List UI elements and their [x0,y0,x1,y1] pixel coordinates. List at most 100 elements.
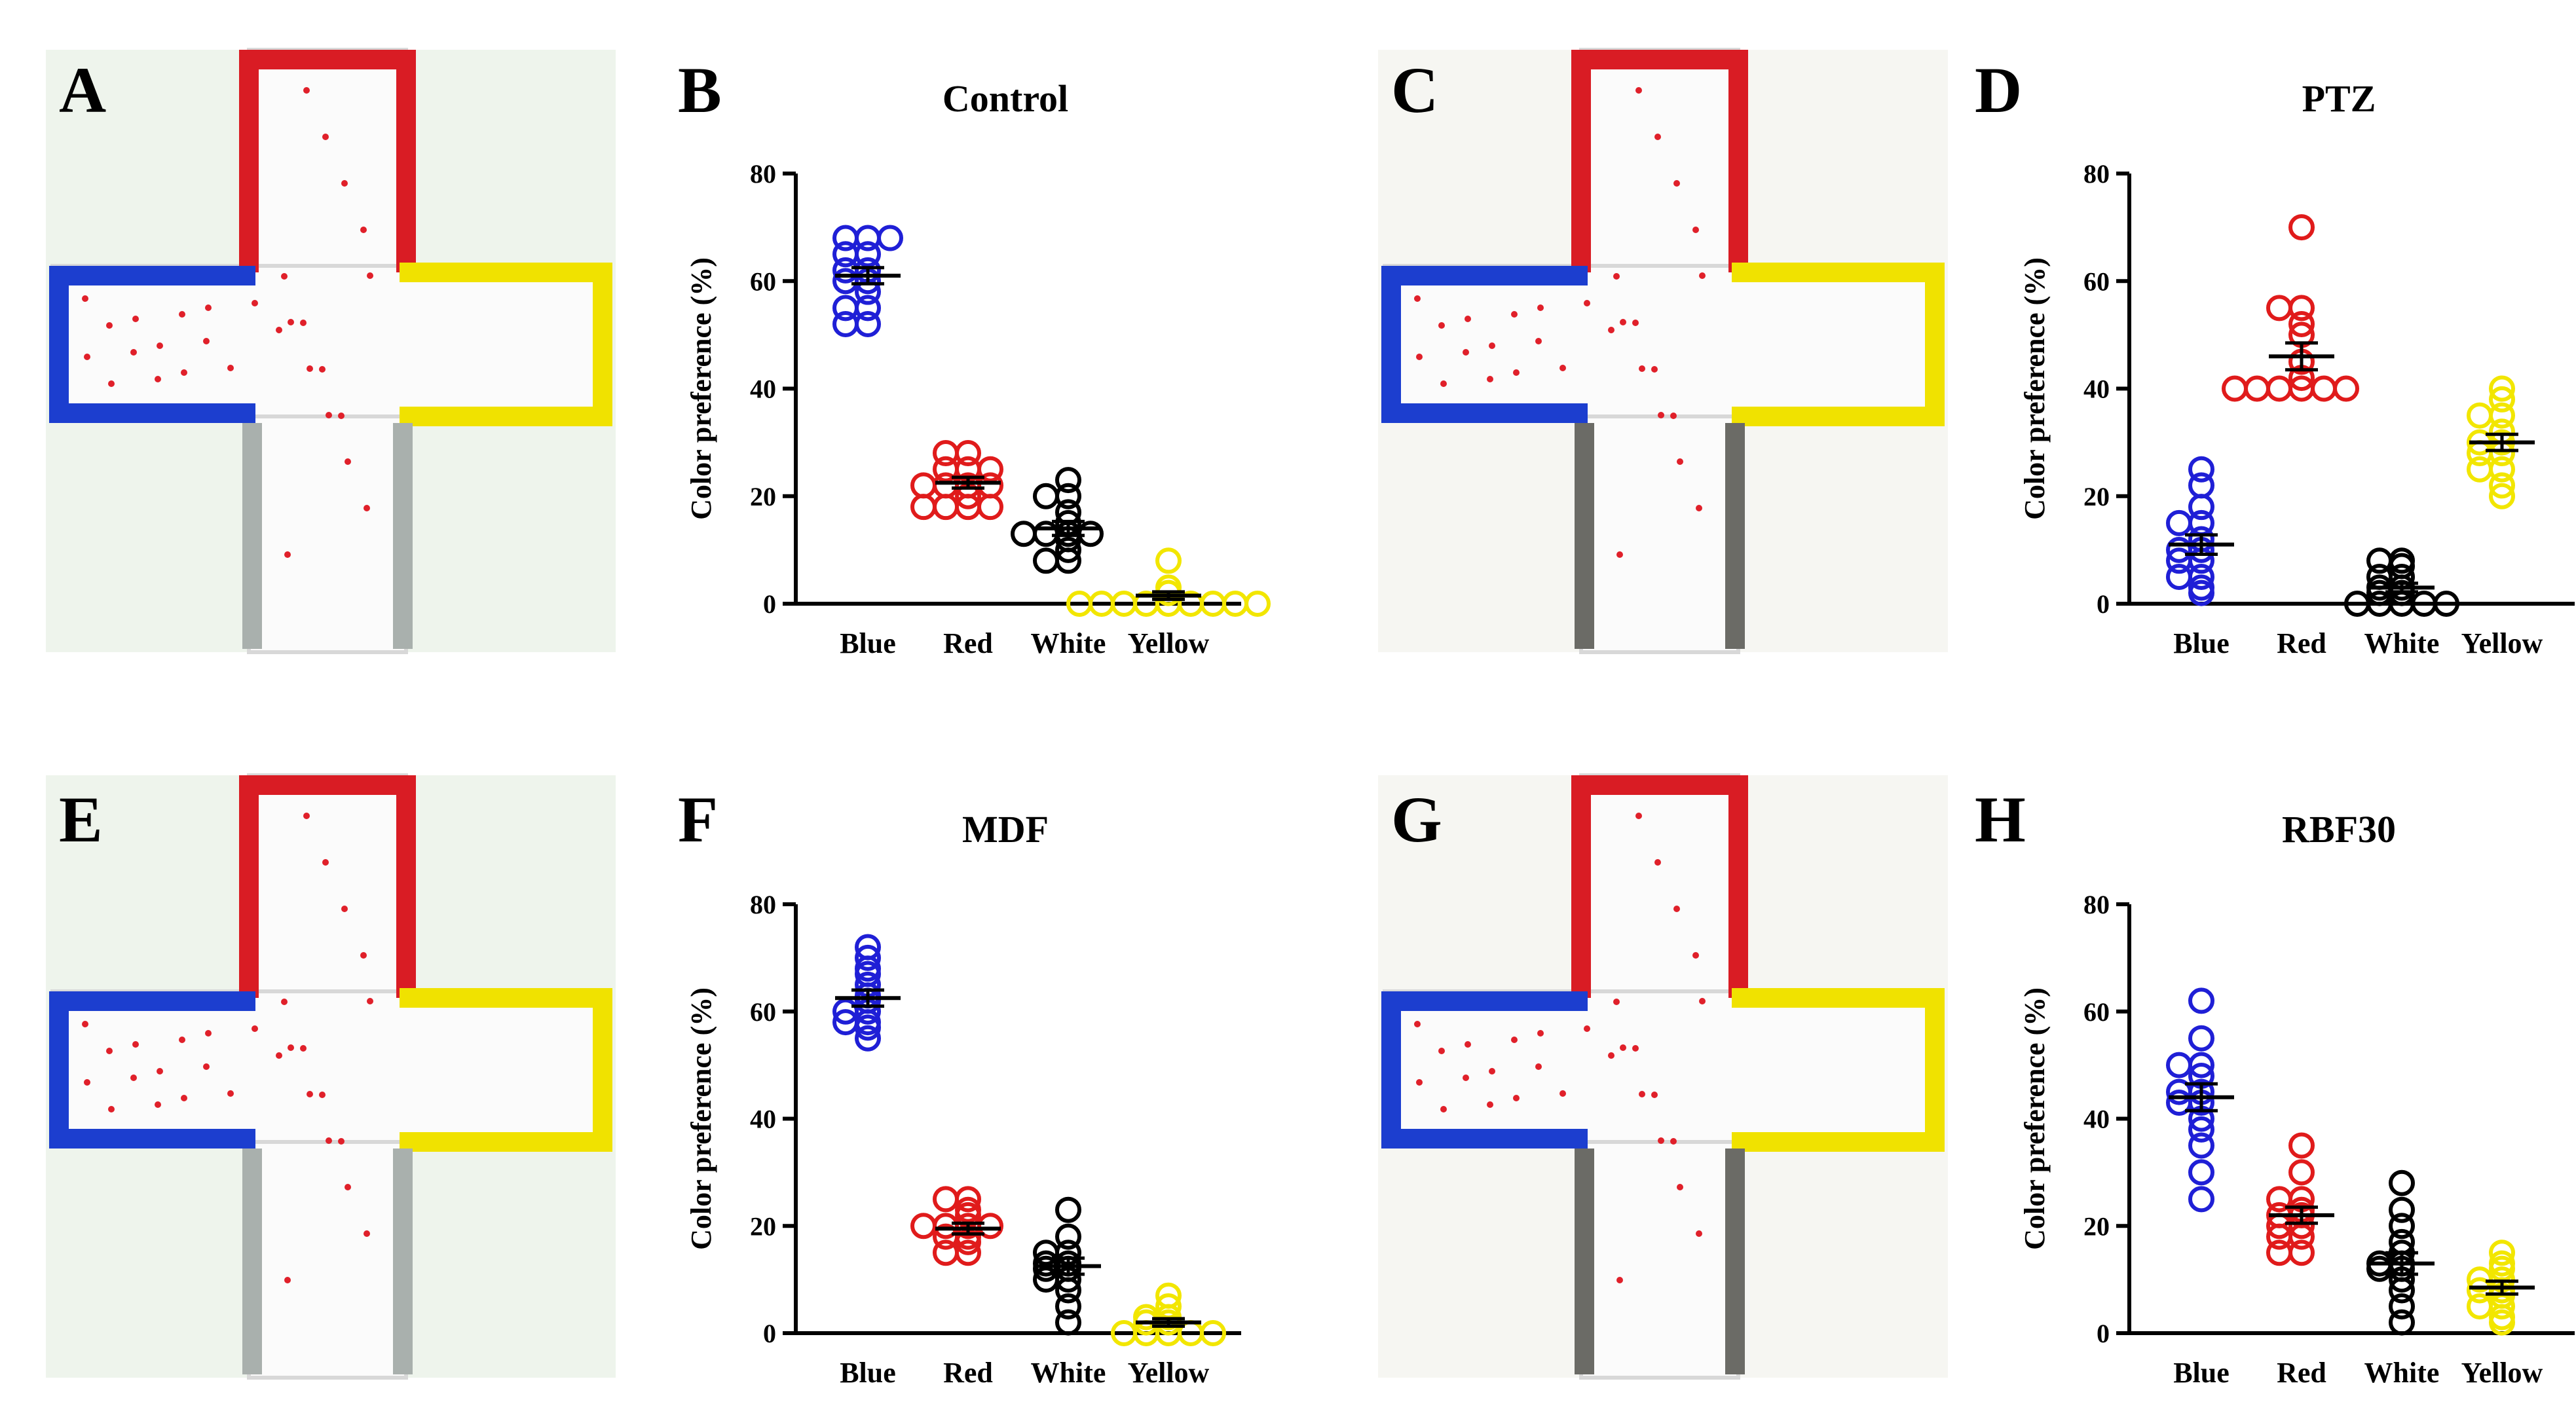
zebrafish-dot [345,458,351,465]
yellow-arm-frame [400,988,612,1152]
x-tick-label: White [2364,1357,2440,1389]
data-point [855,1014,881,1041]
panel-label: D [1975,54,2022,126]
zebrafish-dot [1535,1063,1542,1070]
data-point [2288,214,2315,241]
y-tick-label: 80 [750,890,776,919]
zebrafish-dot [227,1090,234,1097]
zebrafish-dot [360,227,367,233]
blue-arm-frame [1381,991,1588,1149]
data-point [1200,1320,1226,1346]
red-arm-frame [1571,50,1748,272]
maze-horizontal-arm [50,264,611,418]
zebrafish-dot [1537,304,1544,311]
data-point [2166,1078,2192,1105]
data-point [1111,1320,1137,1346]
data-point [2266,375,2292,402]
data-point [832,225,859,251]
y-tick-label: 60 [750,997,776,1027]
zebrafish-dot [276,327,282,333]
zebrafish-dot [307,1091,313,1097]
error-bar [2385,581,2418,594]
error-bar [952,1221,984,1236]
zebrafish-dot [1673,180,1680,187]
zebrafish-dot [367,998,373,1004]
maze-horizontal-arm [1383,989,1943,1144]
y-tick-label: 0 [763,589,776,619]
data-point [2188,1186,2214,1213]
data-point [1055,1293,1081,1320]
zebrafish-dot [300,320,307,326]
data-point [933,1240,959,1266]
data-point [2166,547,2192,574]
zebrafish-dot [106,1048,113,1054]
error-bar [952,475,984,490]
zebrafish-dot [1620,1044,1626,1051]
zebrafish-dot [82,1021,88,1027]
maze-horizontal-arm [1383,264,1943,418]
zebrafish-dot [319,1092,326,1098]
zebrafish-dot [364,1230,370,1237]
data-point [933,1186,959,1213]
zebrafish-dot [1692,227,1699,233]
zebrafish-dot [1440,380,1447,387]
zebrafish-dot [252,1025,258,1032]
data-point [2389,1293,2415,1320]
panel-label: G [1391,783,1442,856]
zebrafish-dot [1632,1045,1639,1052]
zebrafish-dot [1438,1048,1445,1054]
y-axis-label: Color preference (%) [685,257,717,520]
zebrafish-dot [1489,342,1495,349]
error-bar [2385,1251,2418,1276]
data-point [933,494,959,521]
zebrafish-dot [203,1063,210,1070]
x-tick-label: Yellow [1128,1357,1210,1389]
data-point [832,257,859,284]
error-bar [1152,1317,1185,1328]
zebrafish-dot [179,1037,185,1043]
y-tick-label: 80 [2083,890,2110,919]
y-tick-label: 60 [2083,266,2110,296]
zebrafish-dot [326,412,332,418]
x-tick-label: Yellow [1128,627,1210,659]
zebrafish-dot [1677,458,1683,465]
zebrafish-dot [1559,365,1566,371]
data-point [2344,591,2370,617]
zebrafish-dot [1511,311,1518,318]
zebrafish-dot [1699,272,1706,279]
y-axis-label: Color preference (%) [2019,257,2051,520]
data-point [1033,1240,1059,1266]
data-point [2266,1240,2292,1266]
data-point [2266,1223,2292,1250]
x-tick-label: Blue [840,627,896,659]
zebrafish-dot [338,1138,345,1145]
zebrafish-dot [1537,1030,1544,1037]
data-point [2288,310,2315,337]
data-point [933,440,959,467]
zebrafish-dot [1487,376,1493,382]
yellow-arm-frame [400,263,612,426]
zebrafish-dot [227,365,234,371]
zebrafish-dot [1632,320,1639,326]
zebrafish-dot [303,813,310,819]
data-point [2311,375,2337,402]
zebrafish-dot [155,376,161,382]
gray-arm-frame [242,1149,413,1374]
data-point [2188,1025,2214,1052]
maze-photo [46,773,616,1380]
data-point [2188,456,2214,483]
zebrafish-dot [132,316,139,322]
data-point [2489,375,2515,402]
x-tick-label: Blue [2173,627,2230,659]
zebrafish-dot [322,859,329,866]
data-point [2188,472,2214,499]
x-tick-label: White [1031,1357,1106,1389]
zebrafish-dot [1673,906,1680,912]
y-tick-label: 80 [750,159,776,189]
error-bar [2486,1279,2518,1296]
data-point [910,494,937,521]
zebrafish-dot [1416,354,1423,360]
data-point [2222,375,2248,402]
zebrafish-dot [303,87,310,94]
yellow-arm-frame [1732,263,1945,426]
